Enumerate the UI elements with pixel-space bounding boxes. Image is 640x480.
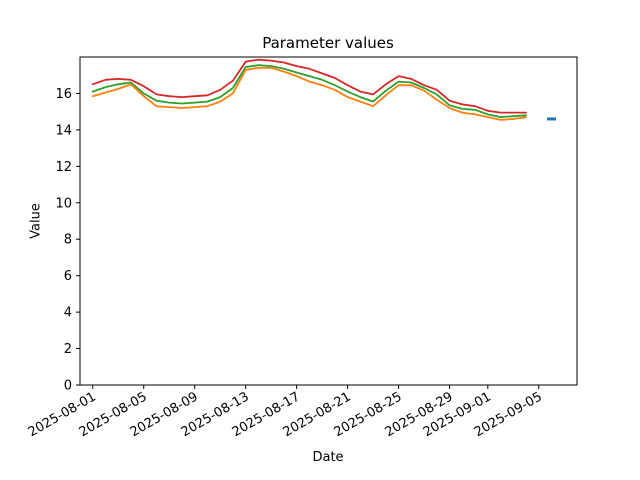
y-tick-label: 6 (64, 269, 72, 284)
y-tick-label: 14 (55, 123, 72, 138)
x-axis-label: Date (312, 450, 344, 465)
series-red-series-line (91, 58, 527, 114)
y-tick-label: 16 (55, 87, 72, 102)
axes-spines (79, 56, 578, 386)
y-tick-label: 4 (64, 306, 72, 321)
series-green-series-line (91, 64, 527, 118)
y-tick-label: 2 (64, 342, 72, 357)
series-orange-series-line (91, 67, 527, 121)
y-tick-label: 12 (55, 160, 72, 175)
y-tick-label: 0 (64, 379, 72, 394)
chart-title: Parameter values (262, 34, 394, 52)
y-tick-label: 8 (64, 233, 72, 248)
y-tick-label: 10 (55, 196, 72, 211)
